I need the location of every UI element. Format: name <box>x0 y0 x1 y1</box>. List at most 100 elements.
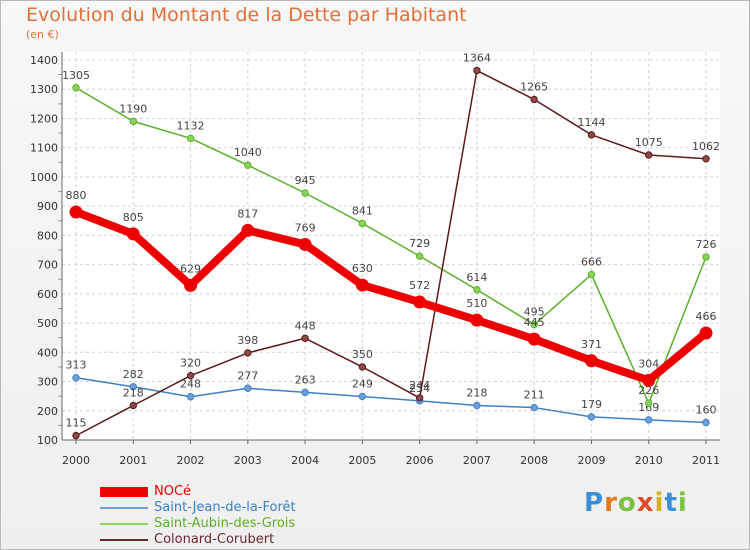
plot-area <box>62 52 720 440</box>
data-label-noce: 445 <box>524 316 545 329</box>
data-point-saint-jean-de-la-foret <box>301 388 309 397</box>
data-point-saint-jean-de-la-foret <box>702 418 710 427</box>
logo-letter: i <box>654 488 665 518</box>
data-label-noce: 304 <box>638 357 659 370</box>
data-label-noce: 572 <box>409 279 430 292</box>
series-line-noce <box>72 208 710 385</box>
data-point-saint-aubin-des-grois <box>702 253 710 261</box>
data-label-noce: 466 <box>696 310 717 323</box>
data-label-saint-jean-de-la-foret: 218 <box>466 387 487 400</box>
data-label-saint-aubin-des-grois: 495 <box>524 306 545 319</box>
y-tick-label: 400 <box>37 346 58 359</box>
data-label-saint-aubin-des-grois: 1305 <box>62 69 90 82</box>
y-tick-label: 1000 <box>30 171 58 184</box>
legend-swatch-saint-aubin <box>100 523 148 525</box>
x-tick-label: 2004 <box>291 454 319 467</box>
x-tick-label: 2010 <box>635 454 663 467</box>
logo-letter: r <box>604 488 618 518</box>
data-point-saint-aubin-des-grois <box>358 219 367 228</box>
data-label-colonard-corubert: 218 <box>123 387 144 400</box>
x-tick-label: 2003 <box>234 454 262 467</box>
data-point-noce <box>527 332 541 346</box>
data-point-colonard-corubert <box>473 66 481 75</box>
logo-letter: i <box>677 488 688 518</box>
data-label-noce: 817 <box>237 207 258 220</box>
data-label-colonard-corubert: 115 <box>66 417 87 430</box>
data-label-noce: 880 <box>66 189 87 202</box>
y-tick-label: 200 <box>37 405 58 418</box>
x-tick-label: 2002 <box>177 454 205 467</box>
data-label-noce: 629 <box>180 262 201 275</box>
data-point-noce <box>642 373 656 387</box>
y-tick-label: 100 <box>37 434 58 447</box>
data-label-colonard-corubert: 398 <box>237 334 258 347</box>
logo-letter: t <box>664 488 678 518</box>
data-label-saint-jean-de-la-foret: 160 <box>696 403 717 416</box>
data-label-saint-jean-de-la-foret: 263 <box>295 373 316 386</box>
data-point-saint-aubin-des-grois <box>473 286 481 294</box>
data-point-noce <box>699 326 713 340</box>
data-point-saint-aubin-des-grois <box>129 117 137 126</box>
logo-letter: x <box>636 488 655 518</box>
data-point-noce <box>184 278 198 292</box>
legend-label-saint-aubin: Saint-Aubin-des-Grois <box>154 516 296 531</box>
data-point-saint-aubin-des-grois <box>72 84 80 92</box>
y-tick-label: 500 <box>37 317 58 330</box>
data-label-saint-jean-de-la-foret: 313 <box>66 359 87 372</box>
data-point-saint-aubin-des-grois <box>301 189 309 197</box>
unit-label: (en €) <box>26 28 59 41</box>
y-tick-label: 1200 <box>30 112 58 125</box>
data-label-colonard-corubert: 1075 <box>635 136 663 149</box>
data-point-colonard-corubert <box>530 95 538 104</box>
series-line-saint-jean-de-la-foret <box>75 376 707 424</box>
data-point-colonard-corubert <box>415 394 424 402</box>
data-point-colonard-corubert <box>358 363 367 371</box>
data-label-saint-aubin-des-grois: 1040 <box>234 146 262 159</box>
data-label-saint-aubin-des-grois: 726 <box>696 238 717 251</box>
data-label-saint-aubin-des-grois: 1190 <box>119 102 147 115</box>
data-point-saint-jean-de-la-foret <box>587 413 596 421</box>
data-point-noce <box>69 205 83 219</box>
y-tick-label: 700 <box>37 259 58 272</box>
data-label-saint-aubin-des-grois: 226 <box>638 384 659 397</box>
data-point-saint-aubin-des-grois <box>244 161 252 169</box>
data-label-noce: 371 <box>581 338 602 351</box>
data-point-saint-jean-de-la-foret <box>186 393 195 401</box>
data-point-saint-jean-de-la-foret <box>358 392 367 401</box>
data-label-colonard-corubert: 320 <box>180 357 201 370</box>
data-label-noce: 769 <box>295 221 316 234</box>
legend-swatch-noce <box>100 487 148 497</box>
legend-label-saint-jean: Saint-Jean-de-la-Forêt <box>154 500 296 515</box>
y-tick-label: 1100 <box>30 142 58 155</box>
legend-swatch-colonard <box>100 539 148 541</box>
data-point-saint-aubin-des-grois <box>415 252 424 260</box>
data-point-saint-jean-de-la-foret <box>473 401 481 410</box>
data-label-saint-aubin-des-grois: 729 <box>409 237 430 250</box>
data-label-colonard-corubert: 448 <box>295 319 316 332</box>
y-tick-label: 600 <box>37 288 58 301</box>
y-tick-label: 1400 <box>30 54 58 67</box>
data-label-saint-jean-de-la-foret: 282 <box>123 368 144 381</box>
legend-label-noce: NOCé <box>154 484 192 499</box>
data-point-noce <box>126 227 140 241</box>
data-point-noce <box>298 237 312 251</box>
logo-letter: P <box>584 488 605 518</box>
data-label-saint-aubin-des-grois: 1132 <box>177 119 205 132</box>
logo-letter: o <box>617 488 637 518</box>
series-line-colonard-corubert <box>75 69 707 437</box>
legend-label-colonard: Colonard-Corubert <box>154 532 275 547</box>
data-label-saint-jean-de-la-foret: 277 <box>237 369 258 382</box>
data-label-colonard-corubert: 1265 <box>520 80 548 93</box>
data-label-colonard-corubert: 1364 <box>463 52 491 65</box>
x-tick-label: 2000 <box>62 454 90 467</box>
data-point-colonard-corubert <box>186 371 195 380</box>
data-label-colonard-corubert: 1062 <box>692 140 720 153</box>
data-label-colonard-corubert: 1144 <box>577 116 605 129</box>
data-point-saint-jean-de-la-foret <box>645 416 653 424</box>
data-point-saint-jean-de-la-foret <box>244 384 252 392</box>
data-point-noce <box>584 354 598 368</box>
data-point-saint-aubin-des-grois <box>186 134 195 143</box>
data-label-noce: 510 <box>466 297 487 310</box>
data-point-noce <box>355 278 369 292</box>
legend-swatch-saint-jean <box>100 507 148 509</box>
